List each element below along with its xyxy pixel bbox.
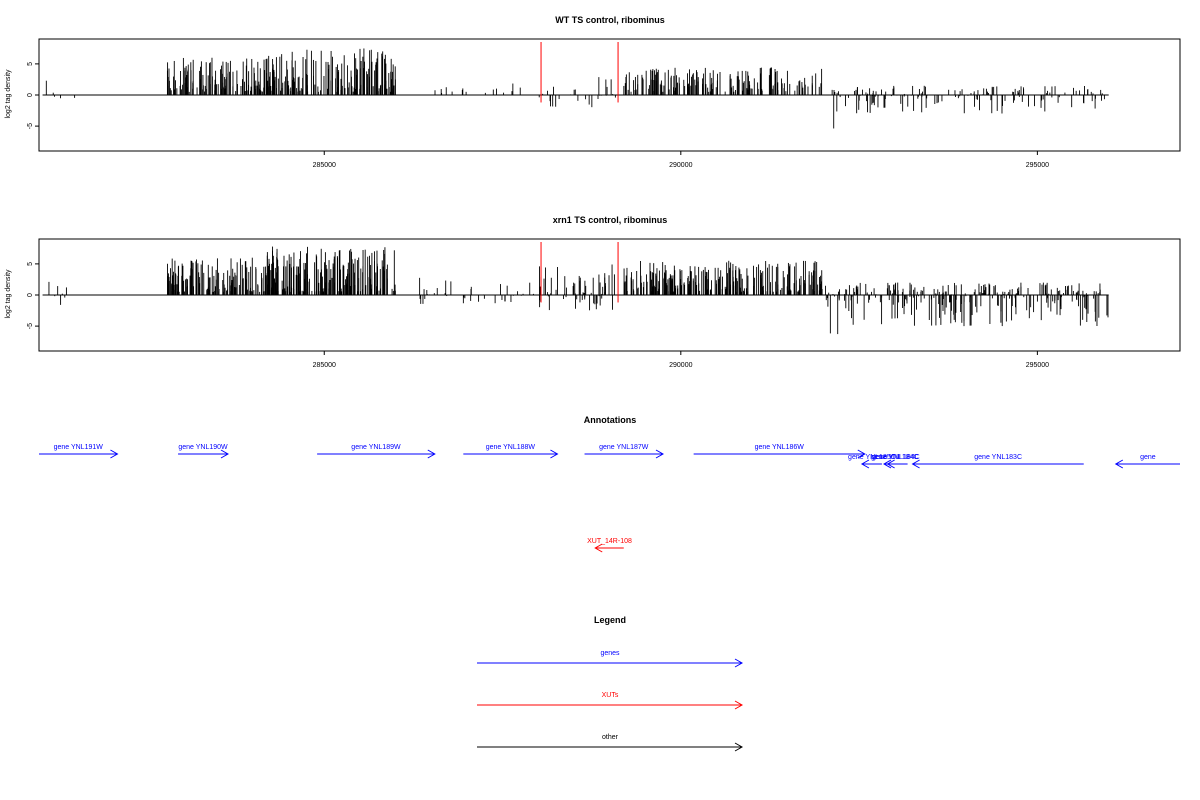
x-tick-label: 295000 [1026, 162, 1049, 169]
annotation-label: gene YNL185C [848, 454, 896, 461]
coverage-bars [42, 246, 1109, 335]
arrow-head [110, 449, 119, 459]
arrow-head [427, 449, 436, 459]
y-axis: 5 0 -5 [27, 62, 39, 129]
annotation-label: gene YNL184C [872, 454, 920, 461]
annotation-label: gene [1140, 454, 1156, 461]
arrow-head [550, 449, 559, 459]
arrow-head [886, 459, 895, 469]
arrow-head [734, 700, 744, 710]
marker-lines [540, 42, 619, 103]
y-tick-label: 5 [27, 62, 34, 66]
panel-title: WT TS control, ribominus [555, 15, 665, 25]
legend-items: genes XUTs other [477, 650, 744, 752]
y-axis: 5 0 -5 [27, 262, 39, 329]
legend: Legend genes XUTs other [477, 615, 744, 752]
annotation-label: gene YNL186W [755, 444, 805, 451]
arrow-head [220, 449, 229, 459]
annotations-track: Annotations gene YNL191W gene YNL190W gene… [39, 415, 1180, 553]
annotation-label: gene YNL188W [486, 444, 536, 451]
annotation-label: XUT_14R-108 [587, 538, 632, 545]
arrow-head [860, 459, 870, 469]
coverage-bars [42, 48, 1109, 129]
legend-label: XUTs [602, 692, 619, 699]
x-tick-label: 295000 [1026, 362, 1049, 369]
y-tick-label: -5 [27, 123, 34, 129]
arrow-head [883, 459, 892, 469]
annotations-title: Annotations [584, 415, 637, 425]
panel-wt: WT TS control, ribominus log2 tag densit… [5, 15, 1181, 169]
panel-title: xrn1 TS control, ribominus [553, 215, 668, 225]
arrow-head [734, 742, 744, 752]
annotation-label: gene YNL191W [54, 444, 104, 451]
legend-title: Legend [594, 615, 626, 625]
arrow-head [594, 543, 603, 553]
annotation-label: gene YNL184C [871, 454, 919, 461]
arrow-head [857, 449, 866, 459]
annotation-label: gene YNL190W [178, 444, 228, 451]
y-tick-label: 0 [27, 93, 34, 97]
y-tick-label: 5 [27, 262, 34, 266]
arrow-head [911, 459, 920, 469]
marker-lines [540, 242, 619, 303]
y-tick-label: 0 [27, 293, 34, 297]
annotation-items: gene YNL191W gene YNL190W gene YNL189W gene… [39, 444, 1180, 553]
annotation-label: gene YNL183C [974, 454, 1022, 461]
panel-xrn1: xrn1 TS control, ribominus log2 tag dens… [5, 215, 1181, 369]
x-tick-label: 290000 [669, 362, 692, 369]
annotation-label: gene YNL187W [599, 444, 649, 451]
legend-label: genes [600, 650, 620, 657]
legend-label: other [602, 734, 619, 741]
arrow-head [1114, 459, 1124, 469]
x-tick-label: 285000 [313, 162, 336, 169]
y-axis-label: log2 tag density [5, 269, 12, 319]
x-axis: 285000 290000 295000 [313, 151, 1049, 169]
arrow-head [655, 449, 664, 459]
y-tick-label: -5 [27, 323, 34, 329]
annotation-label: gene YNL189W [351, 444, 401, 451]
x-tick-label: 290000 [669, 162, 692, 169]
y-axis-label: log2 tag density [5, 69, 12, 119]
x-tick-label: 285000 [313, 362, 336, 369]
x-axis: 285000 290000 295000 [313, 351, 1049, 369]
arrow-head [734, 658, 744, 668]
